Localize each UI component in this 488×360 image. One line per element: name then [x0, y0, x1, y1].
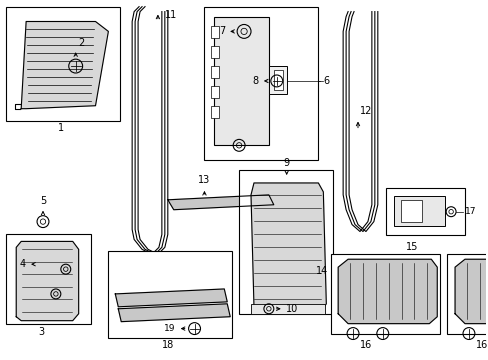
Text: 19: 19 [164, 324, 175, 333]
Bar [239, 170, 332, 314]
Text: 16: 16 [475, 341, 487, 351]
Bar [330, 254, 439, 334]
Text: 13: 13 [198, 175, 210, 185]
Bar [250, 304, 325, 314]
Text: 16: 16 [359, 341, 371, 351]
Bar [6, 234, 90, 324]
Polygon shape [21, 22, 108, 109]
Bar [6, 6, 120, 121]
Polygon shape [454, 259, 488, 324]
Text: 2: 2 [79, 38, 85, 48]
Text: 5: 5 [40, 196, 46, 206]
Bar [446, 254, 488, 334]
Bar [211, 26, 219, 39]
Text: 1: 1 [58, 122, 64, 132]
Text: 15: 15 [406, 242, 418, 252]
Text: 11: 11 [164, 10, 177, 19]
Text: 10: 10 [285, 304, 297, 314]
Bar [211, 86, 219, 98]
Text: 17: 17 [464, 207, 475, 216]
Text: 4: 4 [20, 259, 26, 269]
Text: 6: 6 [323, 76, 329, 86]
Polygon shape [16, 242, 79, 321]
Bar [204, 6, 318, 160]
Bar [268, 66, 286, 94]
Bar [400, 200, 422, 222]
Text: 18: 18 [162, 341, 174, 351]
Bar [211, 66, 219, 78]
Bar [211, 106, 219, 118]
Text: 8: 8 [252, 76, 259, 86]
Polygon shape [250, 183, 325, 311]
Bar [385, 188, 464, 235]
Polygon shape [338, 259, 436, 324]
Polygon shape [118, 304, 230, 321]
Bar [108, 251, 232, 338]
Text: 12: 12 [359, 105, 371, 116]
Text: 7: 7 [219, 26, 225, 36]
Polygon shape [115, 289, 227, 307]
Polygon shape [167, 195, 273, 210]
Bar [393, 196, 444, 226]
Bar [214, 17, 268, 145]
Text: 9: 9 [283, 158, 289, 168]
Bar [211, 46, 219, 58]
Text: 14: 14 [315, 266, 327, 276]
Bar [273, 70, 282, 90]
Text: 3: 3 [38, 327, 44, 337]
